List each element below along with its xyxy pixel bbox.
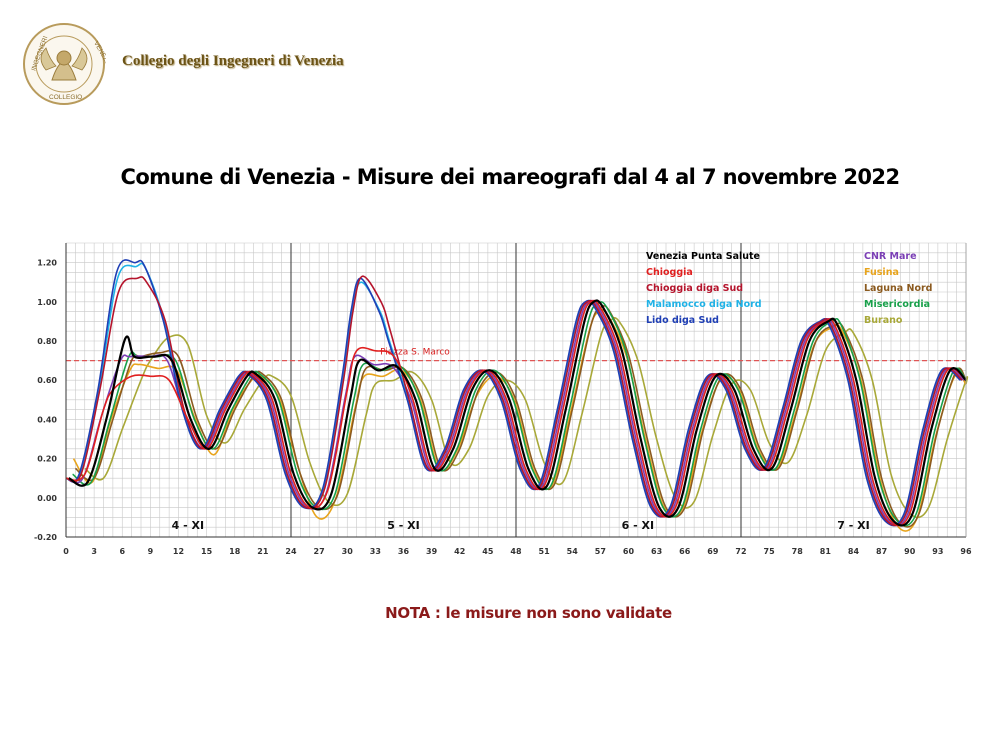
series-line-misericordia [72,301,967,527]
chart-legend: Venezia Punta Salute Chioggia Chioggia dig… [646,251,932,326]
x-tick-label: 9 [148,547,154,556]
y-tick-labels: -0.20 0.00 0.20 0.40 0.60 0.80 1.00 1.20 [34,259,57,542]
page-title: Comune di Venezia - Misure dei mareograf… [120,165,901,189]
y-tick-label: 1.20 [37,259,57,268]
x-tick-label: 48 [510,547,522,556]
tide-chart: Piazza S. Marco 0 3 6 9 12 15 18 21 24 27 30 33 36 39… [34,242,972,556]
x-tick-label: 6 [119,547,125,556]
x-tick-label: 87 [876,547,887,556]
legend-entry-laguna-nord: Laguna Nord [864,283,932,294]
x-tick-label: 27 [314,547,325,556]
x-tick-label: 39 [426,547,438,556]
series-line-chioggia [65,299,967,527]
x-tick-label: 45 [482,547,494,556]
x-tick-label: 69 [707,547,719,556]
x-tick-label: 84 [848,547,860,556]
x-tick-label: 36 [398,547,410,556]
legend-entry-malamocco-diga-nord: Malamocco diga Nord [646,299,762,310]
organization-name: Collegio degli Ingegneri di Venezia [122,53,344,69]
day-labels: 4 - XI 5 - XI 6 - XI 7 - XI [172,519,870,532]
x-tick-label: 78 [792,547,804,556]
series-line-laguna-nord [74,305,967,528]
x-tick-label: 0 [63,547,69,556]
legend-entry-chioggia: Chioggia [646,267,693,278]
legend-entry-chioggia-diga-sud: Chioggia diga Sud [646,283,743,294]
y-tick-label: 0.00 [37,494,57,503]
chart-axes [65,243,967,538]
x-tick-label: 57 [595,547,606,556]
legend-entry-fusina: Fusina [864,267,899,278]
x-tick-label: 12 [173,547,184,556]
legend-entry-venezia-punta-salute: Venezia Punta Salute [646,251,760,262]
y-tick-label: 0.40 [37,415,57,424]
series-line-venezia-punta-salute [68,299,967,527]
x-tick-label: 18 [229,547,241,556]
legend-entry-lido-diga-sud: Lido diga Sud [646,315,719,326]
x-tick-label: 81 [820,547,832,556]
legend-entry-misericordia: Misericordia [864,299,930,310]
x-tick-labels: 0 3 6 9 12 15 18 21 24 27 30 33 36 39 42 45 48 51 54 57 60 63… [63,547,972,556]
y-tick-label: 0.80 [37,337,57,346]
x-tick-label: 21 [257,547,269,556]
x-tick-label: 66 [679,547,691,556]
x-tick-label: 51 [539,547,551,556]
x-tick-label: 33 [370,547,381,556]
x-tick-label: 93 [932,547,943,556]
series-line-fusina [72,308,967,532]
x-tick-label: 75 [764,547,776,556]
x-tick-label: 42 [454,547,465,556]
series-lines [65,259,969,532]
x-tick-label: 54 [567,547,579,556]
y-tick-label: -0.20 [34,533,57,542]
series-line-cnr-mare [65,299,965,527]
y-tick-label: 0.60 [37,376,57,385]
note-text: NOTA : le misure non sono validate [385,604,672,622]
day-label: 5 - XI [387,519,419,532]
legend-entry-cnr-mare: CNR Mare [864,251,917,262]
x-tick-label: 15 [201,547,213,556]
legend-entry-burano: Burano [864,315,903,326]
x-tick-label: 3 [91,547,97,556]
reference-line-label: Piazza S. Marco [380,348,450,358]
x-tick-label: 90 [904,547,916,556]
y-tick-label: 1.00 [37,298,57,307]
day-label: 6 - XI [622,519,654,532]
y-tick-label: 0.20 [37,455,57,464]
reference-line: Piazza S. Marco [66,348,966,362]
x-tick-label: 63 [651,547,662,556]
series-line-lido-diga-sud [65,259,961,527]
x-tick-label: 60 [623,547,635,556]
logo-text-bottom: COLLEGIO [49,94,82,101]
x-tick-label: 24 [285,547,297,556]
x-tick-label: 72 [735,547,746,556]
series-line-chioggia-diga-sud [65,275,963,527]
x-tick-label: 96 [960,547,972,556]
day-label: 4 - XI [172,519,204,532]
day-label: 7 - XI [837,519,869,532]
college-logo: INGEGNERI VENEZIA COLLEGIO [23,23,106,105]
x-tick-label: 30 [342,547,354,556]
